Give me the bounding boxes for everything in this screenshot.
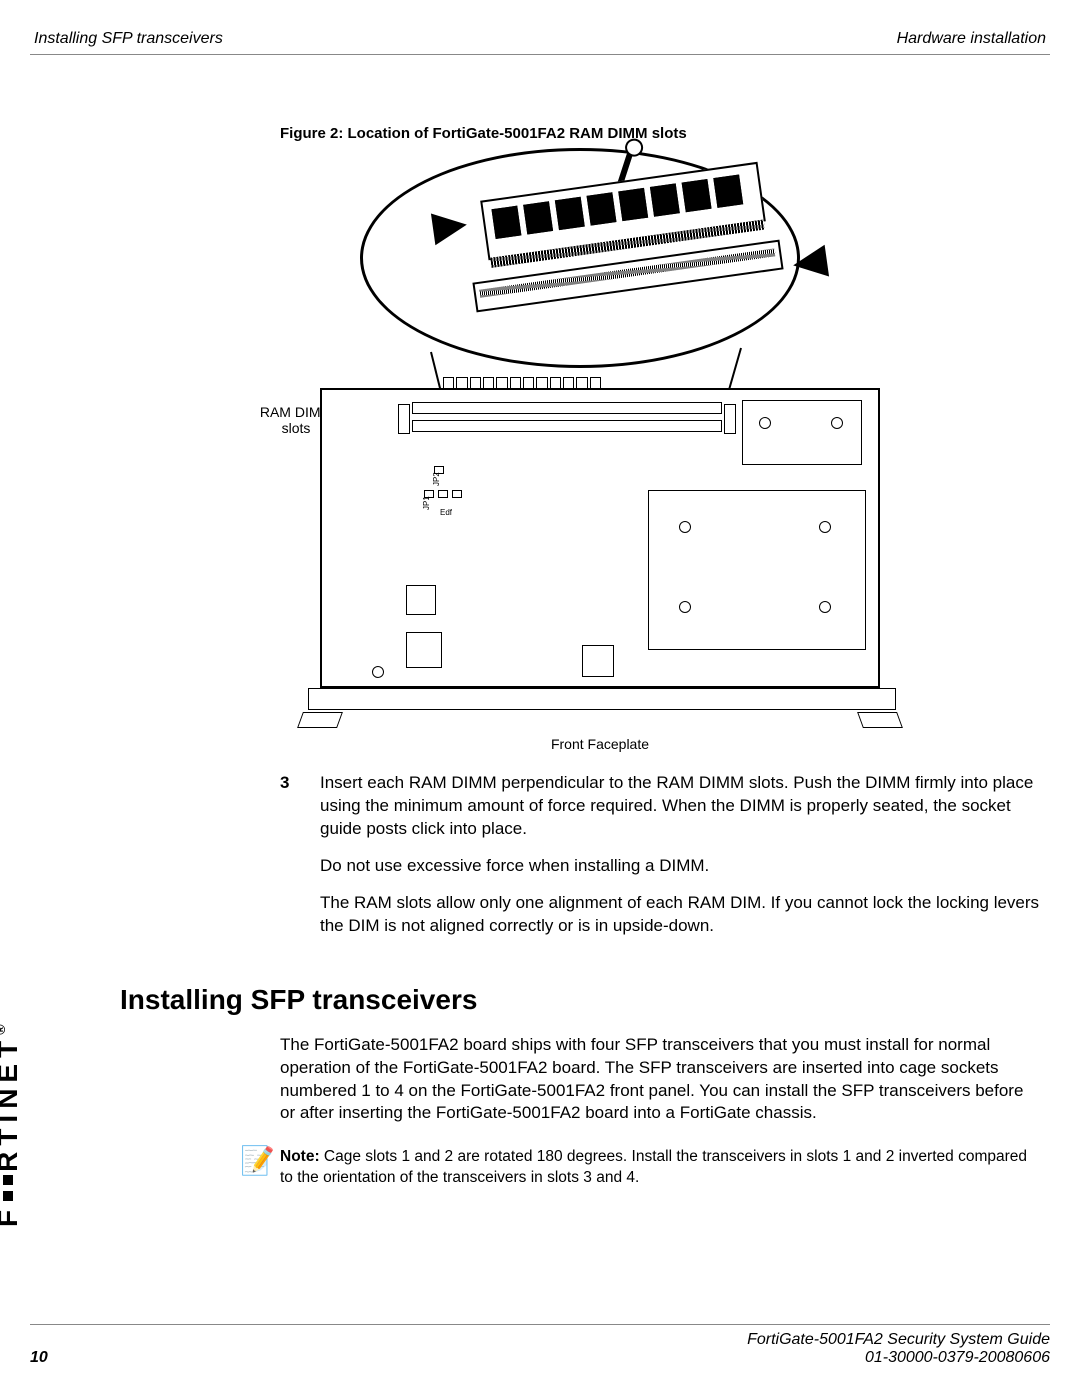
step-paragraph: Do not use excessive force when installi… <box>320 855 1040 878</box>
screw-icon <box>372 666 384 678</box>
jumper <box>434 466 444 474</box>
dimm-slot <box>412 402 722 414</box>
figure-caption: Figure 2: Location of FortiGate-5001FA2 … <box>280 125 1050 142</box>
arrow-left-icon <box>431 209 469 245</box>
header-right: Hardware installation <box>897 30 1046 48</box>
front-faceplate-label: Front Faceplate <box>322 736 878 752</box>
jp2-label: JP2 <box>432 472 441 486</box>
faceplate-handle <box>857 712 903 728</box>
jumper <box>452 490 462 498</box>
figure-diagram: RAM DIMM slots <box>280 148 900 728</box>
component-block <box>406 632 442 668</box>
page-header: Installing SFP transceivers Hardware ins… <box>30 30 1050 55</box>
page-number: 10 <box>30 1349 48 1367</box>
step-number: 3 <box>280 772 320 841</box>
footer-doc-title: FortiGate-5001FA2 Security System Guide <box>747 1331 1050 1349</box>
edge-connector <box>442 377 602 391</box>
faceplate <box>308 688 896 710</box>
faceplate-handle <box>297 712 343 728</box>
section-title: Installing SFP transceivers <box>120 984 1050 1016</box>
component-block <box>582 645 614 677</box>
note-text: Note: Cage slots 1 and 2 are rotated 180… <box>280 1147 1040 1189</box>
arrow-right-icon <box>791 245 829 281</box>
footer-doc-id: 01-30000-0379-20080606 <box>747 1349 1050 1367</box>
section-body: The FortiGate-5001FA2 board ships with f… <box>280 1034 1040 1126</box>
dimm-slot <box>412 420 722 432</box>
dimm-clip <box>398 404 410 434</box>
component-block <box>406 585 436 615</box>
brand-logo: FRTINET® <box>0 1018 24 1227</box>
edf-label: Edf <box>440 508 452 517</box>
pcb-board: JP2 JP1 Edf Front Faceplate <box>320 388 880 688</box>
component-block <box>648 490 866 650</box>
step-3: 3 Insert each RAM DIMM perpendicular to … <box>280 772 1040 841</box>
jumper <box>438 490 448 498</box>
component-block <box>742 400 862 465</box>
step-text: Insert each RAM DIMM perpendicular to th… <box>320 772 1040 841</box>
step-paragraph: The RAM slots allow only one alignment o… <box>320 892 1040 938</box>
header-left: Installing SFP transceivers <box>34 30 223 48</box>
note-block: 📝 Note: Cage slots 1 and 2 are rotated 1… <box>240 1147 1040 1189</box>
jumper <box>424 490 434 498</box>
note-icon: 📝 <box>240 1147 280 1175</box>
callout-oval <box>360 148 800 368</box>
jp1-label: JP1 <box>422 496 431 510</box>
page-footer: 10 FortiGate-5001FA2 Security System Gui… <box>30 1324 1050 1367</box>
dimm-clip <box>724 404 736 434</box>
